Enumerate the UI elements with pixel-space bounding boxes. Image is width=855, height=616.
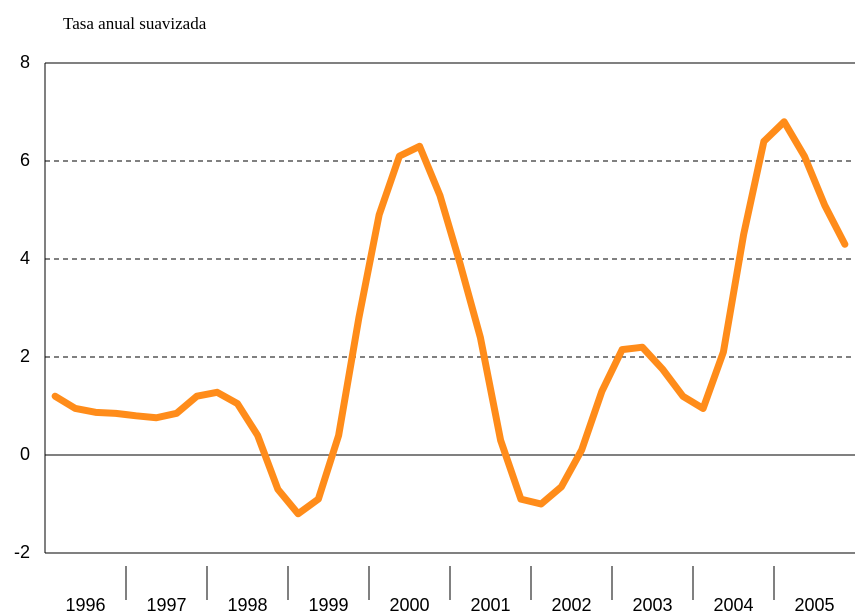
x-tick-label: 2001	[470, 595, 510, 615]
line	[51, 118, 849, 518]
x-tick-label: 1999	[308, 595, 348, 615]
y-tick-label: 4	[20, 248, 30, 268]
x-tick-label: 2000	[389, 595, 429, 615]
x-tick-label: 1997	[146, 595, 186, 615]
chart-title: Tasa anual suavizada	[63, 14, 207, 33]
y-tick-label: 2	[20, 346, 30, 366]
y-tick-label: 6	[20, 150, 30, 170]
x-tick-label: 1996	[65, 595, 105, 615]
x-tick-label: 2003	[632, 595, 672, 615]
x-tick-label: 2005	[794, 595, 834, 615]
x-tick-label: 1998	[227, 595, 267, 615]
y-tick-label: -2	[14, 542, 30, 562]
x-tick-label: 2002	[551, 595, 591, 615]
y-tick-label: 0	[20, 444, 30, 464]
y-tick-label: 8	[20, 52, 30, 72]
x-tick-label: 2004	[713, 595, 753, 615]
